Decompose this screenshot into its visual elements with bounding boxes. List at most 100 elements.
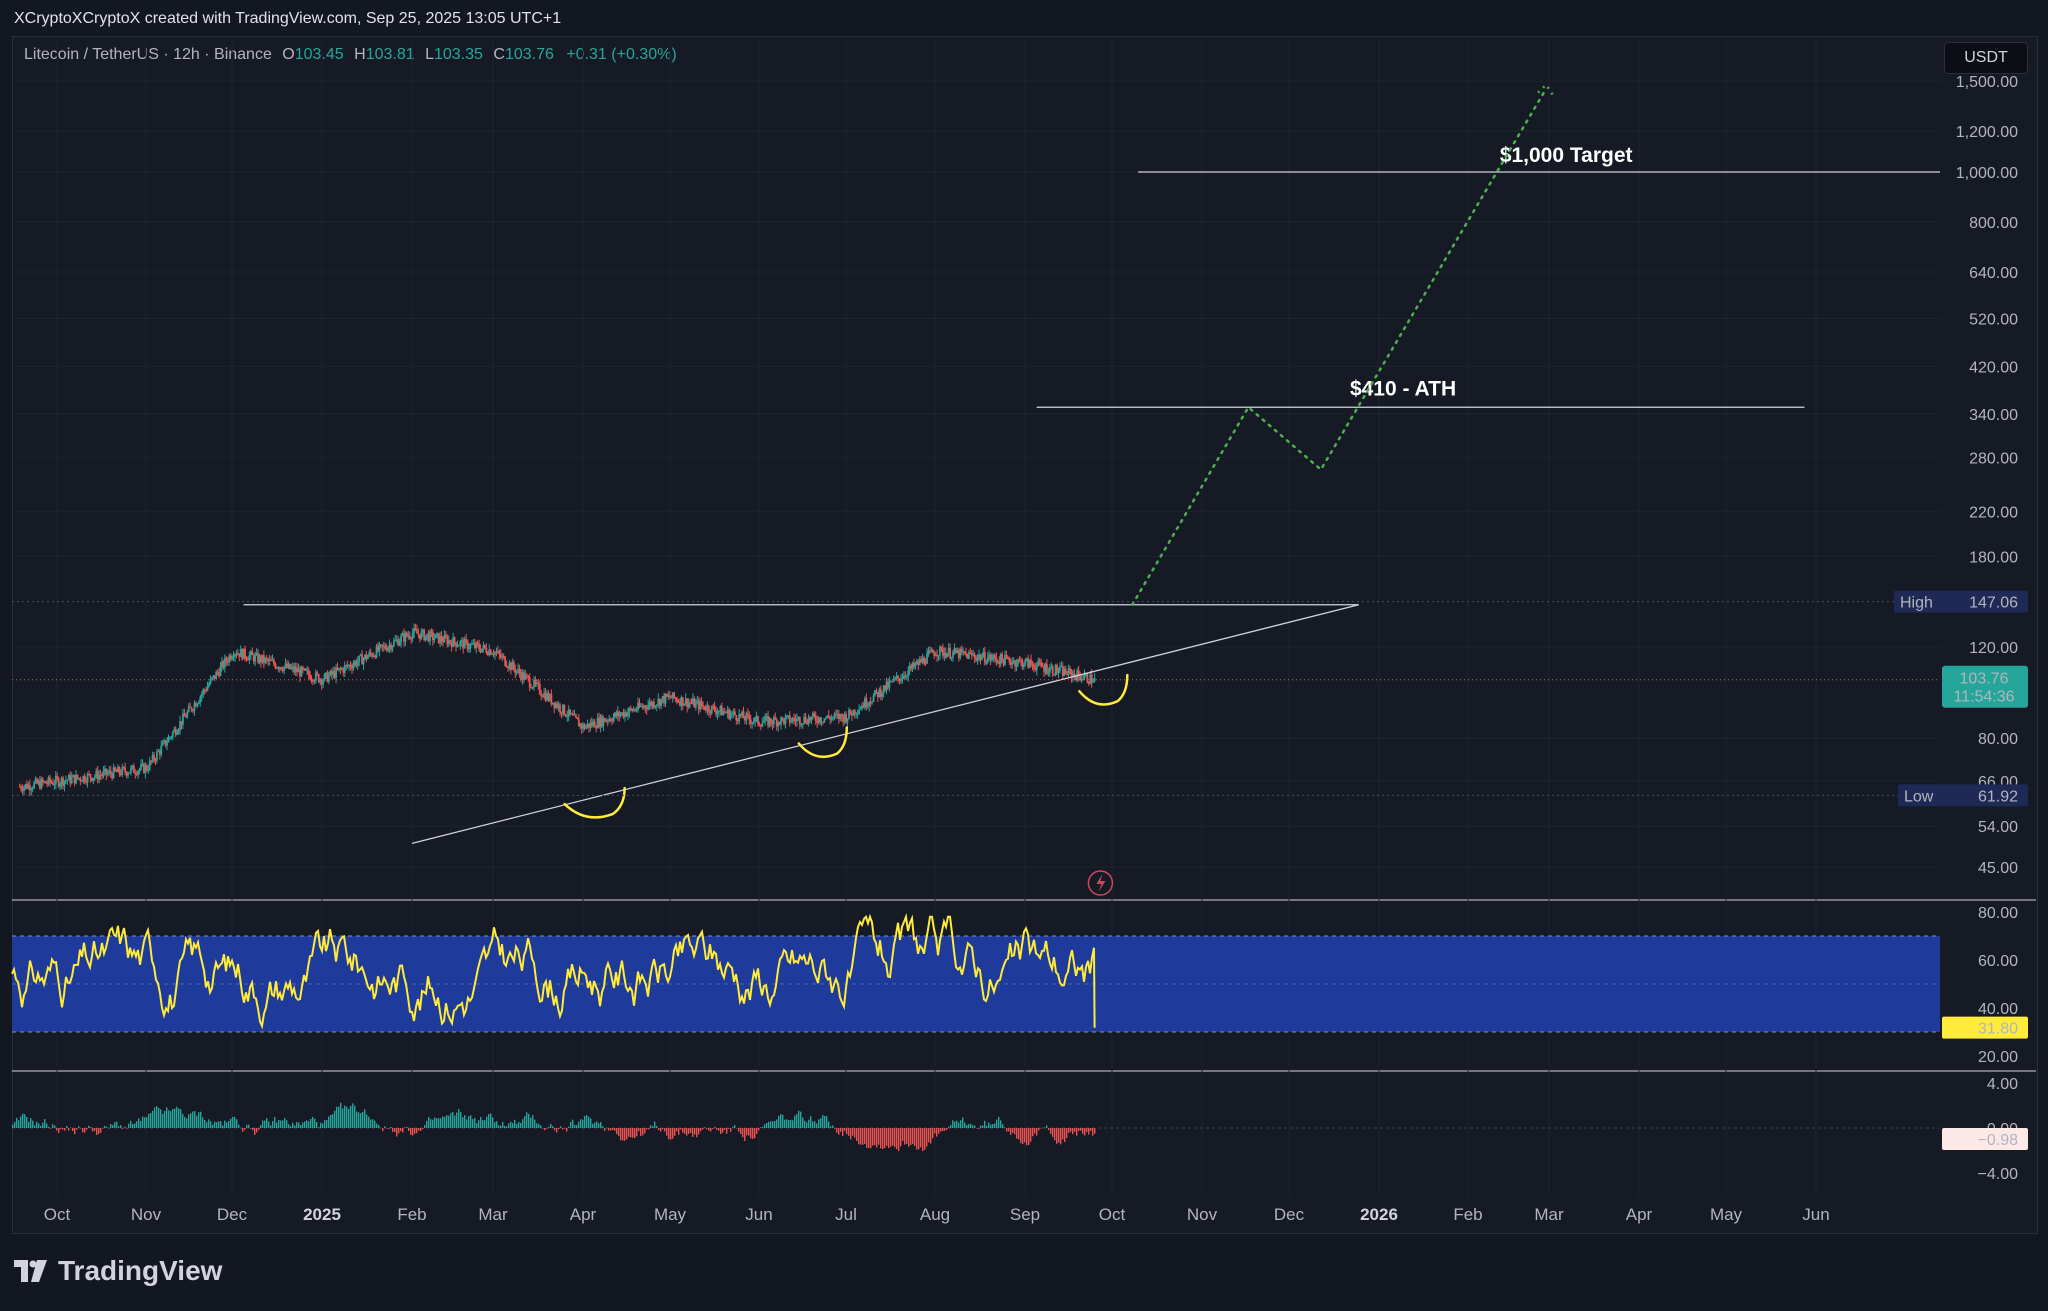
candle-body bbox=[355, 661, 358, 666]
candle-body bbox=[557, 704, 560, 708]
candle-body bbox=[559, 704, 561, 712]
candle-body bbox=[70, 777, 73, 784]
candle-body bbox=[705, 709, 707, 711]
macd-bar bbox=[1016, 1128, 1018, 1139]
candle-body bbox=[124, 767, 127, 773]
candle-body bbox=[1050, 666, 1053, 669]
macd-bar bbox=[938, 1128, 940, 1134]
candle-body bbox=[754, 717, 756, 722]
candle-body bbox=[222, 661, 225, 668]
candle-body bbox=[540, 693, 543, 696]
macd-bar bbox=[168, 1110, 170, 1128]
candle-body bbox=[940, 646, 943, 649]
macd-bar bbox=[692, 1128, 694, 1137]
macd-bar bbox=[722, 1128, 724, 1133]
candle-body bbox=[1033, 664, 1035, 669]
macd-bar bbox=[656, 1125, 658, 1128]
macd-bar bbox=[868, 1128, 870, 1149]
candle-body bbox=[848, 709, 850, 719]
macd-bar bbox=[1062, 1128, 1064, 1140]
candle-body bbox=[1086, 673, 1089, 682]
macd-bar bbox=[568, 1126, 570, 1128]
candle-body bbox=[1072, 673, 1074, 678]
macd-bar bbox=[358, 1112, 360, 1128]
candle-body bbox=[1009, 661, 1012, 665]
candle-body bbox=[742, 711, 745, 719]
candle-body bbox=[340, 668, 343, 670]
macd-bar bbox=[488, 1113, 490, 1128]
macd-bar bbox=[18, 1120, 20, 1128]
candle-body bbox=[444, 635, 447, 638]
candle-body bbox=[937, 655, 940, 657]
rsi-tick-label: 20.00 bbox=[1978, 1049, 2018, 1066]
candle-body bbox=[46, 783, 49, 785]
candle-body bbox=[715, 710, 717, 715]
candle-body bbox=[192, 710, 194, 712]
candle-body bbox=[1025, 658, 1028, 660]
candle-body bbox=[892, 678, 895, 682]
macd-bar bbox=[248, 1124, 250, 1128]
candle-body bbox=[527, 675, 530, 678]
candle-body bbox=[108, 770, 111, 774]
macd-bar bbox=[550, 1123, 552, 1128]
candle-body bbox=[1020, 659, 1022, 661]
tradingview-logo[interactable]: TradingView bbox=[14, 1255, 222, 1287]
macd-bar bbox=[484, 1120, 486, 1128]
candle-body bbox=[775, 719, 778, 727]
candle-body bbox=[994, 655, 996, 658]
candle-body bbox=[283, 666, 285, 672]
symbol-name[interactable]: Litecoin / TetherUS · 12h · Binance bbox=[24, 46, 272, 63]
candle-body bbox=[1002, 659, 1005, 666]
candle-body bbox=[317, 674, 320, 683]
candle-body bbox=[859, 708, 862, 710]
candle-body bbox=[470, 644, 473, 646]
candle-body bbox=[696, 700, 699, 703]
candle-body bbox=[390, 644, 392, 650]
macd-bar bbox=[696, 1128, 698, 1138]
macd-histogram bbox=[12, 1102, 1096, 1152]
candle-body bbox=[1074, 675, 1077, 681]
macd-bar bbox=[702, 1128, 704, 1130]
candle-body bbox=[670, 697, 673, 699]
candle-body bbox=[536, 683, 538, 685]
candle-body bbox=[897, 675, 900, 679]
candle-body bbox=[829, 717, 832, 720]
candle-body bbox=[190, 707, 193, 711]
macd-bar bbox=[1088, 1128, 1090, 1135]
candle-body bbox=[346, 665, 349, 667]
macd-bar bbox=[380, 1127, 382, 1129]
macd-bar bbox=[274, 1117, 276, 1128]
candle-body bbox=[330, 670, 333, 675]
macd-bar bbox=[14, 1121, 16, 1128]
macd-bar bbox=[628, 1128, 630, 1137]
candle-body bbox=[533, 679, 535, 688]
candle-body bbox=[1073, 673, 1076, 676]
macd-bar bbox=[946, 1128, 948, 1130]
candle-body bbox=[394, 640, 397, 642]
candle-body bbox=[161, 742, 164, 746]
macd-bar bbox=[644, 1128, 646, 1134]
time-tick-label: Dec bbox=[217, 1205, 248, 1224]
candle-body bbox=[680, 697, 683, 706]
time-tick-label: May bbox=[1710, 1205, 1743, 1224]
macd-bar bbox=[532, 1114, 534, 1128]
candle-body bbox=[264, 658, 267, 663]
macd-bar bbox=[808, 1119, 810, 1128]
candle-body bbox=[928, 651, 931, 653]
candle-body bbox=[147, 769, 150, 771]
macd-bar bbox=[314, 1118, 316, 1128]
candle-body bbox=[436, 633, 439, 635]
currency-button[interactable]: USDT bbox=[1944, 42, 2028, 74]
candle-body bbox=[710, 705, 713, 714]
candle-body bbox=[241, 649, 244, 660]
candle-body bbox=[671, 692, 674, 699]
candle-body bbox=[114, 767, 116, 771]
candle-body bbox=[780, 717, 782, 725]
price-tick-label: 180.00 bbox=[1969, 549, 2018, 566]
candle-body bbox=[850, 713, 853, 716]
candle-body bbox=[595, 727, 598, 729]
candle-body bbox=[429, 631, 431, 642]
candle-body bbox=[85, 781, 88, 783]
macd-bar bbox=[958, 1122, 960, 1128]
